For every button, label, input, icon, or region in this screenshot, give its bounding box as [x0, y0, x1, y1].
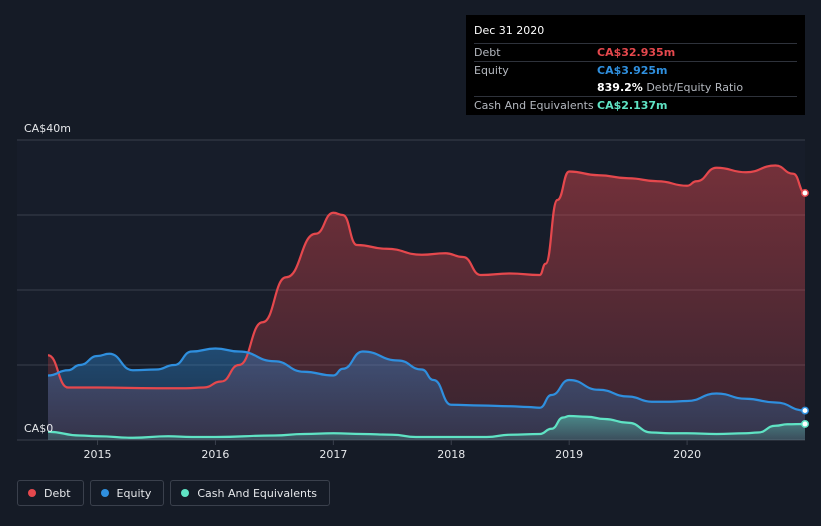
legend-debt-dot-icon — [28, 489, 36, 497]
y-tick-label-min: CA$0 — [24, 422, 53, 435]
legend-debt-label: Debt — [44, 486, 71, 500]
tooltip-cash-label: Cash And Equivalents — [474, 99, 594, 112]
series-lines — [47, 164, 806, 439]
legend-item-equity[interactable]: Equity — [89, 480, 165, 506]
endpoint-cash — [801, 420, 809, 428]
x-tick-label-2018: 2018 — [437, 448, 465, 461]
tooltip-ratio-label: Debt/Equity Ratio — [646, 81, 744, 94]
line-cash — [47, 414, 806, 439]
x-tick-label-2015: 2015 — [84, 448, 112, 461]
tooltip-panel: Dec 31 2020 Debt CA$32.935m Equity CA$3.… — [466, 15, 805, 115]
area-cash — [48, 416, 805, 440]
tooltip-equity-value: CA$3.925m — [597, 64, 668, 77]
tooltip-row-cash: Cash And Equivalents CA$2.137m — [474, 96, 797, 114]
legend-cash-dot-icon — [181, 489, 190, 497]
tooltip-cash-value: CA$2.137m — [597, 99, 668, 112]
legend-item-debt[interactable]: Debt — [17, 480, 84, 506]
line-debt — [47, 164, 806, 390]
tooltip-row-equity: Equity CA$3.925m — [474, 61, 797, 79]
series-endpoints — [801, 189, 809, 428]
x-tick-label-2017: 2017 — [319, 448, 347, 461]
legend-item-cash[interactable]: Cash And Equivalents — [170, 480, 330, 506]
legend-equity-dot-icon — [100, 489, 109, 497]
chart-legend: Debt Equity Cash And Equivalents — [17, 480, 330, 506]
tooltip-row-ratio: 839.2% Debt/Equity Ratio — [474, 79, 797, 96]
endpoint-equity — [801, 406, 809, 415]
tooltip-equity-label: Equity — [474, 64, 509, 77]
y-tick-label-max: CA$40m — [24, 122, 71, 135]
series-areas — [48, 165, 805, 440]
x-tick-label-2016: 2016 — [201, 448, 229, 461]
x-axis-ticks: 2015 2016 2017 2018 2019 2020 — [84, 440, 701, 461]
tooltip-ratio-value: 839.2% — [597, 81, 643, 94]
legend-cash-label: Cash And Equivalents — [197, 486, 317, 500]
tooltip-debt-value: CA$32.935m — [597, 46, 676, 59]
endpoint-debt — [801, 189, 809, 197]
legend-equity-label: Equity — [116, 486, 152, 500]
x-tick-label-2019: 2019 — [555, 448, 583, 461]
tooltip-row-debt: Debt CA$32.935m — [474, 43, 797, 61]
tooltip-debt-label: Debt — [474, 46, 501, 59]
area-equity — [48, 348, 805, 440]
tooltip-date: Dec 31 2020 — [474, 24, 545, 37]
x-tick-label-2020: 2020 — [673, 448, 701, 461]
line-equity — [47, 347, 806, 412]
